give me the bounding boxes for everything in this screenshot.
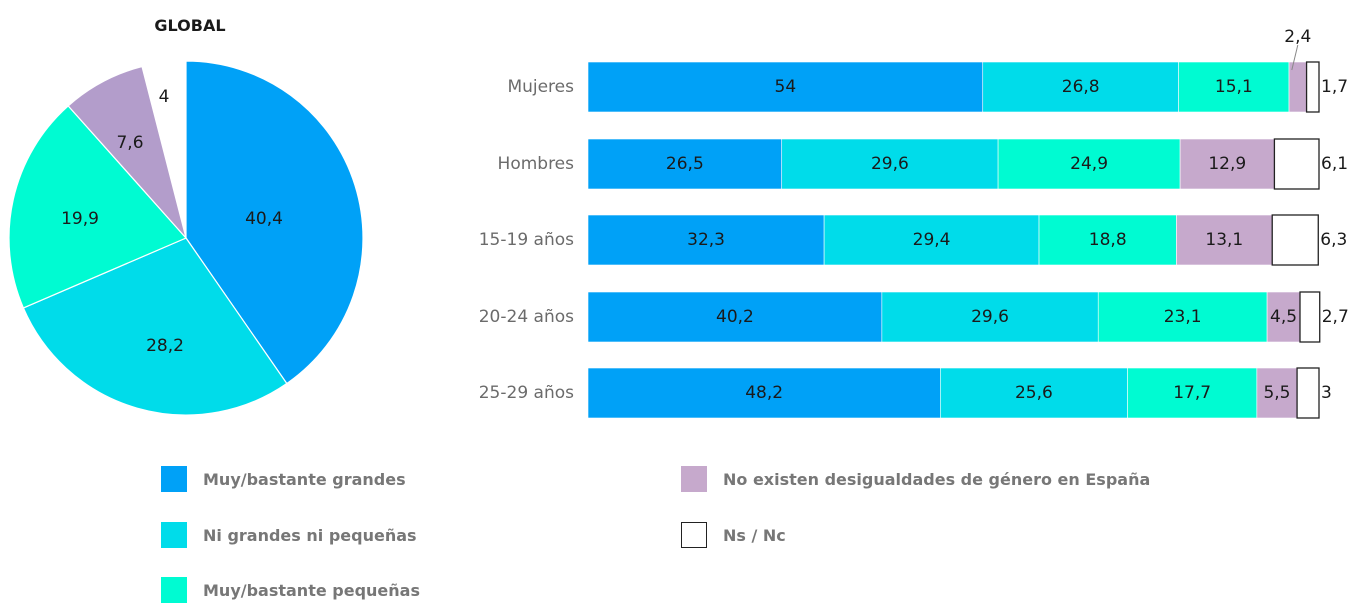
bar-segment — [1305, 61, 1320, 113]
pie-slice-label: 4 — [159, 87, 170, 107]
bar-value-label: 2,4 — [1284, 27, 1311, 47]
bar-value-label: 2,7 — [1322, 307, 1349, 327]
legend-swatch — [161, 522, 187, 548]
legend-swatch — [161, 577, 187, 603]
category-label: 15-19 años — [479, 230, 574, 250]
bar-value-label: 17,7 — [1173, 383, 1211, 403]
pie-slice — [8, 105, 188, 309]
bar-value-label: 29,6 — [871, 154, 909, 174]
pie-slice-label: 28,2 — [146, 336, 184, 356]
leader-line — [1291, 44, 1299, 71]
bar-value-label: 40,2 — [716, 307, 754, 327]
pie-slice-label: 40,4 — [245, 209, 283, 229]
bar-segment — [1299, 291, 1321, 343]
legend-label: Muy/bastante pequeñas — [203, 580, 420, 600]
legend-item-muy-bastante-grandes: Muy/bastante grandes — [161, 466, 406, 492]
bar-value-label: 15,1 — [1215, 77, 1253, 97]
bar-segment — [1256, 367, 1298, 419]
bar-value-label: 26,5 — [666, 154, 704, 174]
legend-item-muy-bastante-pequenas: Muy/bastante pequeñas — [161, 577, 420, 603]
category-label: 25-29 años — [479, 383, 574, 403]
category-label: 20-24 años — [479, 307, 574, 327]
bar-segment — [1178, 61, 1290, 113]
bar-value-label: 6,1 — [1321, 154, 1348, 174]
bar-segment — [587, 291, 883, 343]
legend-swatch — [681, 466, 707, 492]
bar-value-label: 24,9 — [1070, 154, 1108, 174]
bar-segment — [1038, 214, 1177, 266]
bar-segment — [587, 61, 984, 113]
bar-segment — [982, 61, 1179, 113]
pie-slice-label: 7,6 — [116, 133, 143, 153]
pie-chart: 40,4 28,2 19,9 7,6 4 — [8, 60, 364, 416]
bar-value-label: 29,4 — [913, 230, 951, 250]
bar-value-label: 5,5 — [1263, 383, 1290, 403]
bar-value-label: 13,1 — [1205, 230, 1243, 250]
bar-value-label: 26,8 — [1062, 77, 1100, 97]
bar-segment — [1179, 138, 1275, 190]
legend-item-ni-grandes-ni-pequenas: Ni grandes ni pequeñas — [161, 522, 417, 548]
category-label: Hombres — [498, 154, 575, 174]
bar-segment — [587, 214, 825, 266]
bar-segment — [1097, 291, 1268, 343]
pie-slice — [185, 60, 364, 385]
legend-item-ns-nc: Ns / Nc — [681, 522, 786, 548]
legend-swatch — [681, 522, 707, 548]
bar-value-label: 6,3 — [1320, 230, 1347, 250]
legend-label: Ns / Nc — [723, 525, 786, 545]
bar-value-label: 12,9 — [1208, 154, 1246, 174]
bar-segment — [781, 138, 999, 190]
bar-value-label: 54 — [775, 77, 797, 97]
bar-segment — [940, 367, 1128, 419]
bar-segment — [1127, 367, 1258, 419]
category-label: Mujeres — [507, 77, 574, 97]
pie-title: GLOBAL — [154, 16, 225, 35]
legend-label: Muy/bastante grandes — [203, 469, 406, 489]
bar-segment — [587, 367, 941, 419]
bar-value-label: 23,1 — [1164, 307, 1202, 327]
legend-item-no-existen-desigualdades: No existen desigualdades de género en Es… — [681, 466, 1150, 492]
bar-segment — [1176, 214, 1273, 266]
bar-segment — [1271, 214, 1319, 266]
bar-segment — [823, 214, 1040, 266]
bar-segment — [1296, 367, 1320, 419]
bar-value-label: 4,5 — [1270, 307, 1297, 327]
bar-value-label: 48,2 — [745, 383, 783, 403]
bar-value-label: 3 — [1321, 383, 1332, 403]
bar-value-label: 32,3 — [687, 230, 725, 250]
pie-slice — [22, 237, 288, 416]
bar-value-label: 1,7 — [1321, 77, 1348, 97]
pie-slice-label: 19,9 — [61, 209, 99, 229]
bar-segment — [1273, 138, 1320, 190]
bar-value-label: 18,8 — [1089, 230, 1127, 250]
bar-value-label: 29,6 — [971, 307, 1009, 327]
legend-label: No existen desigualdades de género en Es… — [723, 469, 1151, 489]
legend-swatch — [161, 466, 187, 492]
stacked-bar-chart: Mujeres 54 26,8 15,1 2,4 1,7 Hombres 26,5 29,6 24… — [479, 27, 1349, 419]
pie-slice — [67, 65, 187, 239]
bar-segment — [587, 138, 783, 190]
legend-label: Ni grandes ni pequeñas — [203, 525, 417, 545]
bar-value-label: 25,6 — [1015, 383, 1053, 403]
